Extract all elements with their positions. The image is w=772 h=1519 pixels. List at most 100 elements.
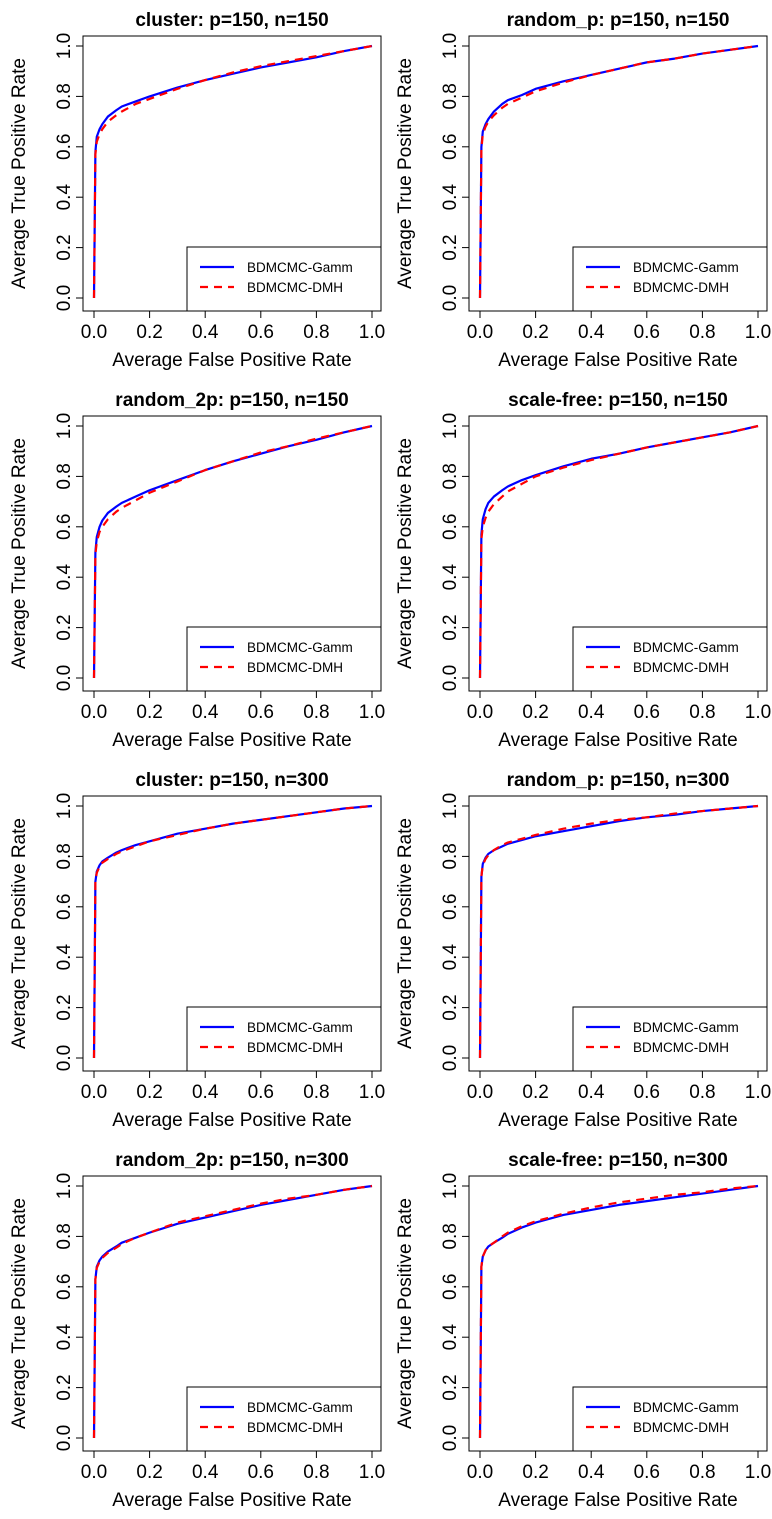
series-line-dmh: [478, 804, 759, 1059]
y-tick-label: 0.0: [54, 665, 75, 691]
y-tick-label: 0.8: [54, 1223, 75, 1249]
y-tick-label: 0.0: [440, 665, 461, 691]
roc-panel: random_p: p=150, n=300 0.0 0.2 0.4 0.6 0.8 1.0…: [386, 760, 772, 1139]
roc-chart: cluster: p=150, n=300 0.0 0.2 0.4 0.6 0.8 1.0 0…: [9, 770, 385, 1131]
x-tick-label: 0.8: [689, 702, 715, 723]
x-tick-label: 0.0: [467, 322, 493, 343]
x-tick-label: 1.0: [359, 1462, 385, 1483]
legend-box: [572, 246, 768, 312]
y-tick-label: 0.6: [54, 894, 75, 920]
y-tick-label: 0.8: [440, 843, 461, 869]
x-tick-label: 0.2: [522, 322, 548, 343]
y-tick-label: 0.4: [440, 564, 461, 591]
x-tick-label: 0.6: [634, 322, 660, 343]
x-axis-label: Average False Positive Rate: [498, 730, 737, 751]
y-tick-label: 0.2: [54, 614, 75, 640]
y-tick-label: 0.0: [440, 1045, 461, 1071]
y-tick-label: 0.4: [54, 944, 75, 971]
y-tick-label: 0.8: [54, 463, 75, 489]
x-axis-label: Average False Positive Rate: [112, 1110, 351, 1131]
y-tick-label: 0.2: [54, 234, 75, 260]
x-tick-label: 0.4: [578, 702, 605, 723]
y-axis-label: Average True Positive Rate: [9, 818, 30, 1049]
y-axis-label: Average True Positive Rate: [395, 438, 416, 669]
legend-box: [186, 246, 382, 312]
legend-box: [186, 1386, 382, 1452]
y-tick-label: 0.2: [440, 614, 461, 640]
y-tick-label: 0.2: [54, 1374, 75, 1400]
x-tick-label: 1.0: [745, 322, 771, 343]
y-tick-label: 1.0: [440, 793, 461, 819]
x-tick-label: 1.0: [745, 1082, 771, 1103]
x-tick-label: 0.4: [192, 1082, 219, 1103]
x-tick-label: 0.2: [136, 1082, 162, 1103]
legend-label: BDMCMC-Gamm: [633, 1400, 739, 1415]
legend-label: BDMCMC-Gamm: [247, 1020, 353, 1035]
series-line-dmh: [92, 804, 373, 1059]
legend-label: BDMCMC-Gamm: [633, 260, 739, 275]
y-tick-label: 0.6: [54, 134, 75, 160]
legend-box: [572, 1006, 768, 1072]
roc-panel: random_2p: p=150, n=150 0.0 0.2 0.4 0.6 0.8 1.…: [0, 380, 386, 759]
chart-title: random_p: p=150, n=300: [507, 770, 730, 791]
y-tick-label: 0.8: [54, 843, 75, 869]
x-tick-label: 1.0: [745, 1462, 771, 1483]
series-line-gamm: [92, 424, 373, 679]
x-tick-label: 0.4: [578, 322, 605, 343]
roc-panel: cluster: p=150, n=150 0.0 0.2 0.4 0.6 0.8 1.0 0…: [0, 0, 386, 379]
roc-chart: random_2p: p=150, n=300 0.0 0.2 0.4 0.6 0.8 1.…: [9, 1150, 385, 1511]
legend-label: BDMCMC-DMH: [247, 1420, 343, 1435]
x-axis-label: Average False Positive Rate: [112, 350, 351, 371]
chart-title: scale-free: p=150, n=150: [508, 390, 728, 411]
y-tick-label: 0.6: [440, 894, 461, 920]
x-tick-label: 0.6: [248, 322, 274, 343]
x-tick-label: 0.8: [689, 1462, 715, 1483]
x-tick-label: 0.0: [81, 1462, 107, 1483]
x-axis-label: Average False Positive Rate: [112, 1490, 351, 1511]
x-tick-label: 0.2: [136, 1462, 162, 1483]
y-tick-label: 0.4: [440, 944, 461, 971]
x-tick-label: 1.0: [359, 1082, 385, 1103]
roc-panel: cluster: p=150, n=300 0.0 0.2 0.4 0.6 0.8 1.0 0…: [0, 760, 386, 1139]
y-tick-label: 0.0: [54, 285, 75, 311]
series-line-gamm: [478, 424, 759, 679]
legend-label: BDMCMC-DMH: [633, 1420, 729, 1435]
roc-chart: random_p: p=150, n=300 0.0 0.2 0.4 0.6 0.8 1.0…: [395, 770, 771, 1131]
roc-panel: random_2p: p=150, n=300 0.0 0.2 0.4 0.6 0.8 1.…: [0, 1140, 386, 1519]
series-line-dmh: [478, 1184, 759, 1439]
roc-panel: scale-free: p=150, n=300 0.0 0.2 0.4 0.6 0.8 1…: [386, 1140, 772, 1519]
y-tick-label: 1.0: [440, 413, 461, 439]
x-tick-label: 0.4: [192, 702, 219, 723]
legend-label: BDMCMC-Gamm: [247, 260, 353, 275]
x-tick-label: 0.2: [136, 322, 162, 343]
x-tick-label: 0.8: [689, 1082, 715, 1103]
x-tick-label: 0.6: [248, 1462, 274, 1483]
x-tick-label: 0.2: [522, 1462, 548, 1483]
chart-title: cluster: p=150, n=150: [135, 10, 328, 31]
y-tick-label: 0.4: [54, 184, 75, 211]
roc-chart: scale-free: p=150, n=150 0.0 0.2 0.4 0.6 0.8 1…: [395, 390, 771, 751]
y-tick-label: 1.0: [440, 33, 461, 59]
x-axis-label: Average False Positive Rate: [498, 1110, 737, 1131]
x-tick-label: 0.0: [467, 1462, 493, 1483]
y-tick-label: 1.0: [54, 33, 75, 59]
y-tick-label: 0.2: [54, 994, 75, 1020]
x-tick-label: 0.6: [634, 1462, 660, 1483]
legend-label: BDMCMC-Gamm: [247, 640, 353, 655]
x-tick-label: 0.2: [522, 1082, 548, 1103]
series-line-gamm: [92, 44, 373, 299]
x-tick-label: 0.0: [81, 702, 107, 723]
y-tick-label: 0.6: [440, 134, 461, 160]
x-tick-label: 0.4: [578, 1462, 605, 1483]
y-tick-label: 0.8: [440, 83, 461, 109]
x-tick-label: 0.8: [303, 1082, 329, 1103]
x-tick-label: 0.2: [136, 702, 162, 723]
x-tick-label: 0.8: [689, 322, 715, 343]
y-tick-label: 0.2: [440, 994, 461, 1020]
y-axis-label: Average True Positive Rate: [395, 58, 416, 289]
y-tick-label: 0.0: [440, 1425, 461, 1451]
y-tick-label: 0.8: [440, 1223, 461, 1249]
x-tick-label: 0.0: [81, 322, 107, 343]
y-tick-label: 1.0: [54, 1173, 75, 1199]
y-tick-label: 0.2: [440, 1374, 461, 1400]
